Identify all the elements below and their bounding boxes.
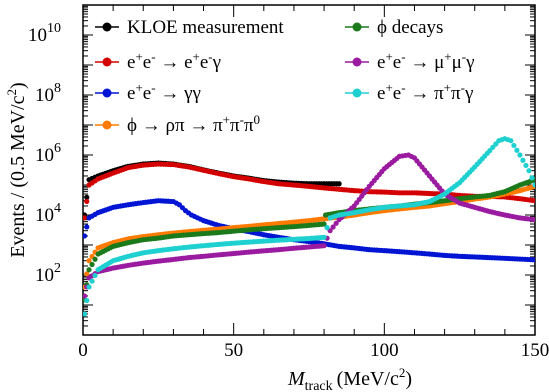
data-point <box>493 141 499 147</box>
data-point <box>532 217 535 223</box>
y-tick-label: 1010 <box>28 21 61 46</box>
legend-label: ϕ → ρπ → π+π-π0 <box>127 112 260 137</box>
data-point <box>83 293 88 299</box>
data-point <box>84 224 90 230</box>
y-tick-label: 102 <box>35 261 61 286</box>
series-ee-mumug <box>83 152 535 299</box>
data-point <box>487 148 493 154</box>
data-point <box>526 168 532 174</box>
data-point <box>321 221 327 227</box>
y-tick-label: 108 <box>35 81 61 106</box>
data-point <box>83 233 88 239</box>
data-point <box>83 311 88 317</box>
y-tick-label: 104 <box>35 201 61 226</box>
legend-marker <box>352 57 362 67</box>
legend-marker <box>102 22 112 32</box>
legend-label: ϕ decays <box>377 17 443 38</box>
data-point <box>532 182 535 188</box>
legend-entry: KLOE measurement <box>95 17 284 38</box>
series-ee-gg <box>83 198 535 263</box>
data-point <box>83 215 88 221</box>
legend: KLOE measurement ϕ decays e+e- → e+e-γ e+e-… <box>95 17 475 136</box>
data-point <box>321 234 327 240</box>
legend-entry: ϕ → ρπ → π+π-π0 <box>95 112 260 137</box>
legend-marker <box>352 88 362 98</box>
data-point <box>529 175 535 181</box>
data-point <box>333 220 339 226</box>
data-point <box>517 152 523 158</box>
legend-label: KLOE measurement <box>127 17 284 38</box>
x-tick-label: 0 <box>78 340 88 361</box>
data-point <box>92 272 98 279</box>
data-point <box>86 258 92 264</box>
data-point <box>84 198 90 205</box>
data-point <box>336 181 342 187</box>
legend-label: e+e- → μ+μ-γ <box>377 49 475 74</box>
data-point <box>86 284 92 290</box>
data-point <box>84 271 90 277</box>
data-point <box>514 147 520 153</box>
legend-marker <box>352 22 362 32</box>
y-tick-label: 106 <box>35 141 61 166</box>
data-point <box>84 194 90 200</box>
legend-label: e+e- → π+π-γ <box>377 80 473 105</box>
data-point <box>330 224 336 230</box>
plot-area <box>82 4 536 336</box>
legend-marker <box>102 57 112 67</box>
y-axis-label: Events / (0.5 MeV/c2) <box>4 82 29 257</box>
series-ee-pipig <box>83 136 535 317</box>
x-axis-label: Mtrack (MeV/c2) <box>287 365 412 392</box>
y-axis-ticks: 102 104 106 108 1010 <box>28 5 535 336</box>
data-point <box>511 142 517 149</box>
data-point <box>490 144 496 150</box>
legend-entry: e+e- → e+e-γ <box>95 49 221 74</box>
legend-entry: e+e- → μ+μ-γ <box>345 49 475 74</box>
data-point <box>508 138 514 144</box>
series-layer <box>83 136 535 317</box>
legend-label: e+e- → e+e-γ <box>127 49 221 74</box>
data-point <box>532 257 535 263</box>
legend-marker <box>102 120 112 130</box>
data-point <box>321 243 327 249</box>
data-point <box>84 297 90 304</box>
data-point <box>92 256 98 262</box>
x-axis-ticks: 0 50 100 150 <box>78 5 549 361</box>
legend-label: e+e- → γγ <box>127 80 201 105</box>
data-point <box>89 261 95 268</box>
data-point <box>520 157 526 163</box>
data-point <box>86 267 92 273</box>
legend-entry: ϕ decays <box>345 17 443 38</box>
x-tick-label: 50 <box>224 340 243 361</box>
data-point <box>89 278 95 284</box>
data-point <box>523 162 529 169</box>
legend-entry: e+e- → γγ <box>95 80 201 105</box>
data-point <box>532 198 535 204</box>
legend-entry: e+e- → π+π-γ <box>345 80 473 105</box>
x-tick-label: 100 <box>370 340 399 361</box>
series-ee-eeg <box>83 161 535 221</box>
data-point <box>324 225 330 231</box>
legend-marker <box>102 88 112 98</box>
x-tick-label: 150 <box>521 340 549 361</box>
